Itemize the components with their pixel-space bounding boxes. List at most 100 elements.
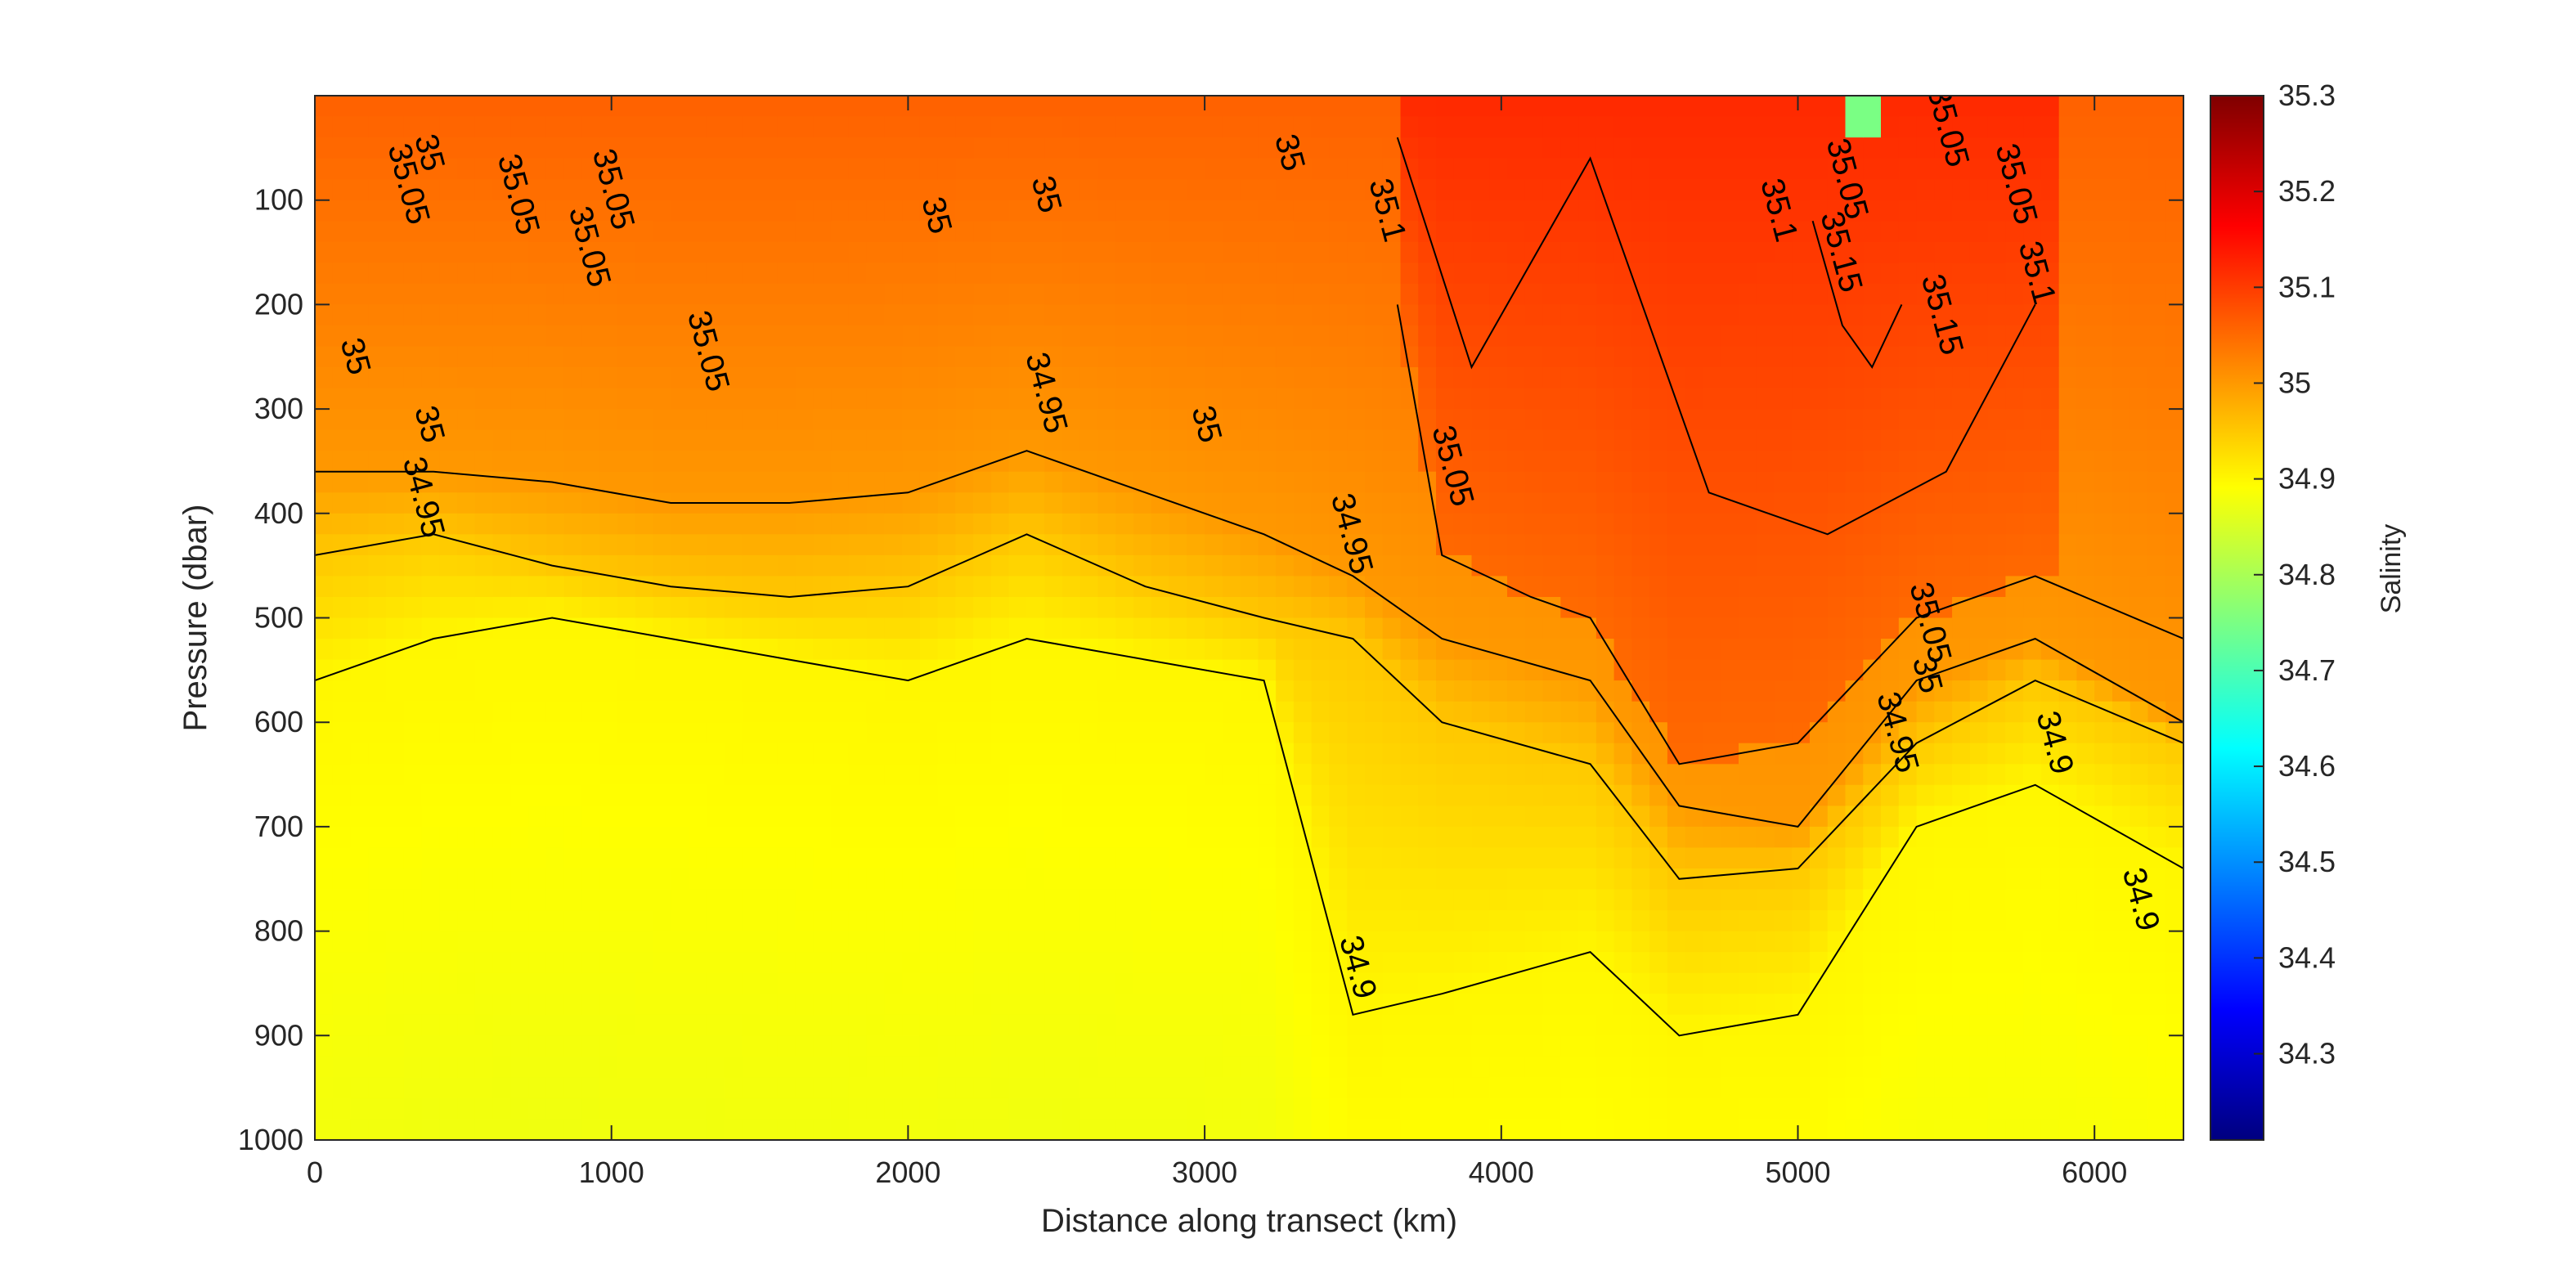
- heatmap-cell: [1810, 597, 1829, 619]
- heatmap-cell: [1863, 471, 1882, 493]
- heatmap-cell: [1507, 283, 1526, 306]
- heatmap-cell: [1881, 576, 1900, 598]
- heatmap-cell: [2040, 826, 2060, 849]
- heatmap-cell: [1810, 826, 1829, 849]
- heatmap-cell: [1881, 534, 1900, 556]
- heatmap-cell: [1595, 994, 1615, 1016]
- heatmap-cell: [350, 1097, 370, 1120]
- heatmap-cell: [1471, 1119, 1491, 1140]
- heatmap-cell: [1685, 722, 1704, 744]
- heatmap-cell: [510, 429, 529, 451]
- heatmap-cell: [955, 179, 974, 201]
- heatmap-cell: [1187, 722, 1205, 744]
- heatmap-cell: [439, 972, 458, 994]
- heatmap-cell: [1418, 513, 1437, 536]
- heatmap-cell: [884, 492, 903, 514]
- heatmap-cell: [1969, 388, 1989, 410]
- heatmap-cell: [1916, 784, 1936, 807]
- heatmap-cell: [2005, 847, 2024, 869]
- heatmap-cell: [1667, 722, 1686, 744]
- heatmap-cell: [1898, 597, 1918, 619]
- heatmap-cell: [350, 534, 370, 556]
- heatmap-cell: [1008, 931, 1028, 953]
- heatmap-cell: [1276, 409, 1295, 431]
- heatmap-cell: [795, 158, 815, 180]
- heatmap-cell: [1969, 471, 1989, 493]
- heatmap-cell: [1062, 492, 1081, 514]
- heatmap-cell: [742, 137, 761, 159]
- heatmap-cell: [368, 1014, 387, 1037]
- heatmap-cell: [403, 826, 423, 849]
- heatmap-cell: [1952, 492, 1971, 514]
- heatmap-cell: [1827, 137, 1847, 159]
- heatmap-cell: [1382, 554, 1402, 577]
- heatmap-cell: [706, 952, 725, 974]
- heatmap-cell: [991, 1119, 1010, 1140]
- heatmap-cell: [973, 116, 992, 138]
- heatmap-cell: [1365, 534, 1384, 556]
- heatmap-cell: [1774, 325, 1793, 348]
- heatmap-cell: [368, 325, 387, 348]
- heatmap-cell: [831, 513, 850, 536]
- heatmap-cell: [439, 200, 458, 222]
- heatmap-cell: [973, 137, 992, 159]
- heatmap-cell: [1845, 179, 1865, 201]
- heatmap-cell: [1311, 722, 1331, 744]
- heatmap-cell: [1952, 868, 1971, 891]
- heatmap-cell: [1987, 325, 2007, 348]
- heatmap-cell: [350, 680, 370, 702]
- heatmap-cell: [955, 116, 974, 138]
- heatmap-cell: [1631, 471, 1650, 493]
- heatmap-cell: [1382, 263, 1402, 285]
- heatmap-cell: [545, 96, 565, 118]
- heatmap-cell: [1205, 346, 1223, 368]
- heatmap-cell: [671, 429, 689, 451]
- heatmap-cell: [1756, 179, 1775, 201]
- heatmap-cell: [421, 743, 441, 765]
- heatmap-cell: [1987, 429, 2007, 451]
- heatmap-cell: [563, 513, 583, 536]
- heatmap-cell: [1115, 994, 1134, 1016]
- heatmap-cell: [1685, 116, 1704, 138]
- heatmap-cell: [1631, 889, 1650, 911]
- heatmap-cell: [1489, 868, 1508, 891]
- heatmap-cell: [421, 409, 441, 431]
- heatmap-cell: [1934, 325, 1953, 348]
- heatmap-cell: [1133, 680, 1152, 702]
- heatmap-cell: [1453, 1119, 1473, 1140]
- heatmap-cell: [1436, 889, 1455, 911]
- heatmap-cell: [1187, 96, 1205, 118]
- heatmap-cell: [1916, 429, 1936, 451]
- heatmap-cell: [1471, 388, 1491, 410]
- heatmap-cell: [1418, 1035, 1437, 1057]
- heatmap-cell: [2058, 972, 2078, 994]
- heatmap-cell: [1026, 1077, 1046, 1099]
- heatmap-cell: [1631, 659, 1650, 681]
- heatmap-cell: [439, 868, 458, 891]
- heatmap-cell: [2076, 429, 2095, 451]
- heatmap-cell: [617, 304, 636, 326]
- heatmap-cell: [937, 680, 957, 702]
- heatmap-cell: [1222, 346, 1241, 368]
- heatmap-cell: [1329, 513, 1348, 536]
- heatmap-cell: [1062, 137, 1081, 159]
- heatmap-cell: [653, 451, 672, 473]
- heatmap-cell: [1293, 931, 1313, 953]
- heatmap-cell: [991, 576, 1010, 598]
- heatmap-cell: [1436, 409, 1455, 431]
- heatmap-cell: [1792, 388, 1811, 410]
- heatmap-cell: [1293, 429, 1313, 451]
- heatmap-cell: [1881, 116, 1900, 138]
- heatmap-cell: [1293, 847, 1313, 869]
- heatmap-cell: [1721, 952, 1739, 974]
- heatmap-cell: [1524, 451, 1544, 473]
- heatmap-cell: [635, 388, 654, 410]
- heatmap-cell: [742, 241, 761, 264]
- heatmap-cell: [2023, 576, 2042, 598]
- heatmap-cell: [581, 513, 600, 536]
- heatmap-cell: [653, 639, 672, 661]
- heatmap-cell: [724, 429, 743, 451]
- heatmap-cell: [1062, 388, 1081, 410]
- heatmap-cell: [973, 325, 992, 348]
- heatmap-cell: [1222, 304, 1241, 326]
